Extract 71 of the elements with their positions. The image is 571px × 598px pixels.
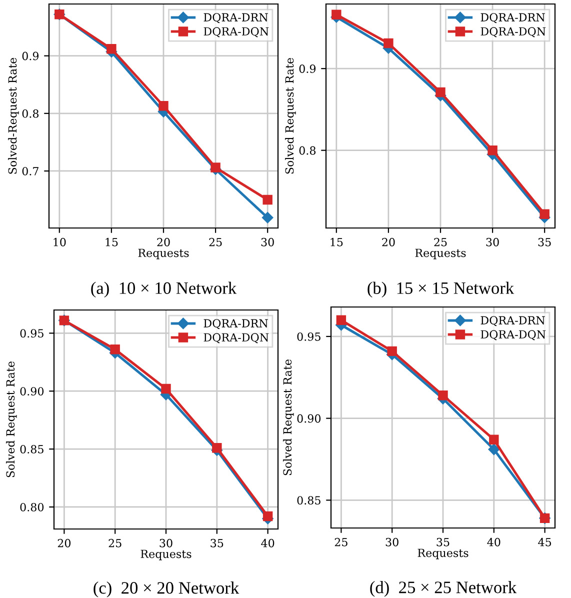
x-tick-label: 20	[58, 538, 71, 548]
y-tick-label: 0.95	[297, 332, 320, 341]
point	[106, 44, 116, 54]
point	[161, 384, 171, 394]
legend-label: DQRA-DQN	[204, 27, 269, 38]
text: (d) 25 × 25 Network	[370, 581, 517, 597]
y-tick-label: 0.90	[297, 414, 321, 423]
y-tick-label: 0.85	[20, 445, 44, 454]
point	[540, 209, 550, 219]
point	[489, 434, 499, 444]
x-tick-label: 35	[436, 538, 450, 546]
text: (a) 10 × 10 Network	[91, 282, 237, 298]
point	[384, 38, 394, 48]
x-tick-label: 20	[382, 238, 395, 246]
point	[332, 10, 342, 20]
point	[262, 212, 274, 224]
x-tick-label: 30	[160, 538, 172, 548]
point	[488, 444, 500, 456]
y-axis-title: Solved Request Rate	[285, 58, 296, 174]
x-tick-label: 45	[538, 538, 552, 546]
x-tick-label: 35	[538, 238, 551, 246]
x-tick-label: 25	[334, 538, 348, 546]
x-tick-label: 30	[261, 238, 274, 246]
point	[387, 346, 397, 356]
legend-label: DQRA-DRN	[204, 319, 268, 330]
text: (b) 15 × 15 Network	[368, 282, 514, 298]
y-tick-label: 0.95	[20, 329, 44, 338]
y-axis-title: Solved Request Rate	[283, 359, 294, 476]
point	[336, 315, 346, 325]
legend-label: DQRA-DQN	[480, 330, 546, 340]
y-tick-label: 0.85	[297, 496, 320, 505]
x-tick-label: 25	[434, 238, 447, 246]
text: (c) 20 × 20 Network	[94, 582, 240, 598]
y-tick-label: 0.9	[22, 52, 39, 60]
point	[436, 87, 446, 98]
x-tick-label: 40	[261, 538, 274, 548]
legend-label: DQRA-DRN	[204, 13, 268, 24]
legend-label: DQRA-DQN	[204, 333, 269, 344]
x-tick-label: 35	[210, 538, 224, 548]
y-tick-label: 0.7	[22, 166, 38, 176]
point	[438, 390, 448, 400]
x-tick-label: 15	[106, 238, 118, 246]
y-tick-label: 0.8	[299, 146, 316, 155]
point	[262, 194, 272, 205]
y-tick-label: 0.90	[20, 387, 44, 396]
point	[158, 101, 168, 111]
x-axis-title: Requests	[415, 248, 466, 260]
x-axis-title: Requests	[140, 550, 192, 560]
x-tick-label: 30	[486, 238, 499, 246]
point	[210, 162, 220, 172]
point	[262, 511, 273, 522]
x-tick-label: 40	[487, 538, 500, 546]
legend-label: DQRA-DRN	[480, 316, 545, 326]
legend-label: DQRA-DRN	[480, 13, 545, 24]
point	[110, 344, 120, 354]
x-tick-label: 25	[108, 538, 122, 548]
x-axis-title: Requests	[138, 248, 189, 260]
y-axis-title: Solved Request Rate	[6, 361, 17, 478]
x-tick-label: 15	[330, 238, 343, 246]
x-tick-label: 30	[386, 538, 398, 546]
x-tick-label: 10	[54, 238, 66, 246]
x-tick-label: 25	[209, 238, 222, 246]
x-tick-label: 20	[157, 238, 170, 246]
y-tick-label: 0.80	[20, 502, 44, 512]
point	[212, 443, 222, 453]
legend-label: DQRA-DQN	[480, 27, 546, 38]
y-axis-title: Solved-Request Rate	[8, 58, 19, 174]
point	[488, 145, 498, 156]
y-tick-label: 0.9	[299, 64, 316, 73]
y-tick-label: 0.8	[22, 109, 39, 118]
x-axis-title: Requests	[418, 548, 468, 560]
